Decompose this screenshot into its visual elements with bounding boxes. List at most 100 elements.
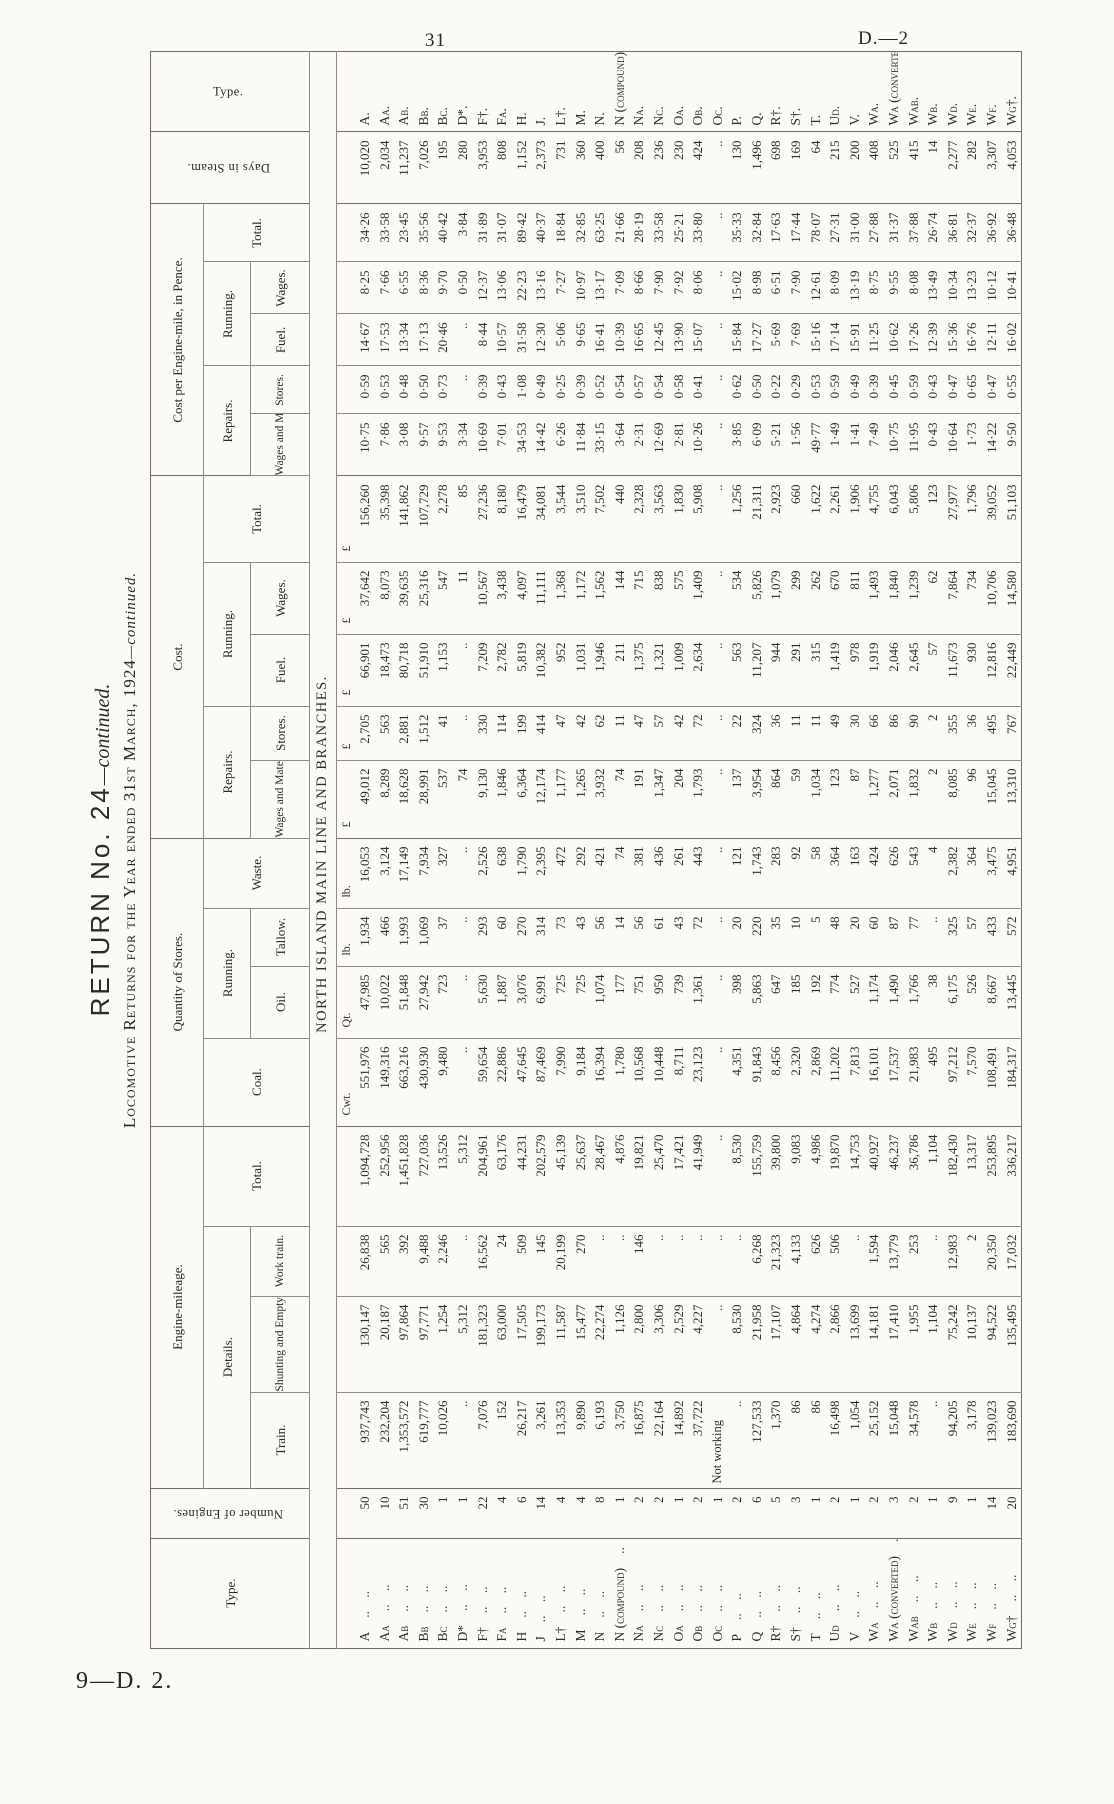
cell-pence-wages: 7·27 — [550, 261, 571, 314]
type-code: F† — [474, 1627, 490, 1642]
header-days-in-steam: Days in Steam. — [150, 131, 310, 204]
cell-engines: 6 — [746, 1488, 767, 1539]
cell-coal: 21,983 — [903, 1038, 924, 1127]
cell-pence-total: 40·37 — [531, 203, 551, 262]
cell-work-train: .. — [707, 1226, 728, 1297]
cell-total-mileage: 44,231 — [511, 1126, 532, 1227]
cell-pence-wages-material: 3·34 — [452, 413, 473, 476]
cell-shunting-empty: 181,323 — [472, 1296, 493, 1393]
cell-type: P .. .. — [727, 1538, 747, 1648]
cell-tallow: 293 — [472, 908, 493, 967]
cell-fuel: 1,321 — [648, 634, 669, 707]
return-title-main: RETURN No. 24 — [85, 785, 115, 1017]
cell-fuel: 1,031 — [570, 634, 591, 707]
cell-pence-wages-material: 3·08 — [394, 413, 414, 476]
cell-total-cost: 123 — [923, 475, 943, 563]
cell-wages: 7,864 — [942, 562, 963, 635]
table-row: Ab .. .. 51 1,353,572 97,864 392 1,451,828 663,… — [394, 51, 414, 1648]
cell-pence-wages: 10·12 — [982, 261, 1002, 314]
type-code: P — [729, 1634, 745, 1642]
cell-train: 13,353 — [550, 1392, 571, 1489]
cell-type-right: Ab. — [394, 51, 414, 132]
cell-fuel: 2,634 — [688, 634, 708, 707]
header-oil: Oil. — [250, 966, 310, 1039]
cell-fuel: 1,919 — [864, 634, 885, 707]
cell-type-right: P. — [727, 51, 747, 132]
cell-pence-wages-material: 10·26 — [688, 413, 708, 476]
cell-waste: 364 — [962, 838, 982, 909]
cell-total-mileage: 41,949 — [688, 1126, 708, 1227]
type-code: Na — [631, 1625, 647, 1642]
cell-total-cost: 2,923 — [766, 475, 787, 563]
cell-train: 3,750 — [609, 1392, 630, 1489]
cell-oil: 1,361 — [688, 966, 708, 1039]
cell-train: 3,261 — [531, 1392, 551, 1489]
header-type-right-label: Type. — [213, 84, 244, 99]
cell-repairs-stores: 22 — [727, 706, 747, 761]
cell-pence-wages-material: 10·64 — [942, 413, 963, 476]
cell-pence-fuel: 15·07 — [688, 313, 708, 366]
cell-wages: 734 — [962, 562, 982, 635]
cell-pence-wages: 9·70 — [433, 261, 453, 314]
cell-waste: 283 — [766, 838, 787, 909]
cell-shunting-empty: .. — [707, 1296, 728, 1393]
cell-pence-stores: 0·50 — [746, 365, 767, 414]
cell-type: Wab .. .. — [904, 1538, 924, 1648]
leader-dots: .. .. — [552, 1585, 568, 1613]
cell-pence-fuel: 10·62 — [884, 313, 904, 366]
cell-pence-wages: 8·08 — [903, 261, 924, 314]
cell-tallow: 325 — [942, 908, 963, 967]
cell-days-in-steam: 14 — [923, 131, 943, 204]
cell-waste: 1,790 — [511, 838, 532, 909]
page-number: 31 — [425, 30, 446, 51]
table-row: Nc .. .. 2 22,164 3,306.. 25,470 10,448 950 61 43… — [648, 51, 669, 1648]
cell-waste: 7,934 — [413, 838, 434, 909]
cell-total-mileage: 13,526 — [433, 1126, 453, 1227]
cell-days-in-steam: 208 — [629, 131, 649, 204]
cell-shunting-empty: 97,771 — [413, 1296, 434, 1393]
cell-pence-total: 3·84 — [452, 203, 473, 262]
cell-work-train: 270 — [570, 1226, 591, 1297]
cell-type-right: We. — [962, 51, 982, 132]
cell-total-mileage: 45,139 — [550, 1126, 571, 1227]
table-row: N.. .. 8 6,193 22,274.. 28,467 16,394 1,074 56 4… — [590, 51, 610, 1648]
cell-type: R† .. .. — [766, 1538, 786, 1648]
cell-repairs-stores: 62 — [590, 706, 610, 761]
cell-coal: 9,184 — [570, 1038, 591, 1127]
cell-train: 14,892 — [668, 1392, 689, 1489]
cell-tallow: .. — [452, 908, 473, 967]
unit-shunting-empty — [336, 1296, 355, 1393]
cell-type-right: Wab. — [903, 51, 924, 132]
cell-waste: 292 — [570, 838, 591, 909]
type-code: Ud — [827, 1625, 843, 1642]
cell-days-in-steam: 2,277 — [942, 131, 963, 204]
cell-pence-fuel: 10·57 — [492, 313, 512, 366]
cell-pence-total: 31·07 — [492, 203, 512, 262]
cell-pence-stores: 0·53 — [805, 365, 826, 414]
cell-shunting-empty: 8,530 — [727, 1296, 747, 1393]
header-type-left: Type. — [150, 1538, 310, 1649]
cell-fuel: .. — [707, 634, 728, 707]
cell-type: J .. .. — [531, 1538, 551, 1648]
cell-pence-total: 21·66 — [609, 203, 630, 262]
cell-days-in-steam: 64 — [805, 131, 826, 204]
cell-pence-wages: 13·49 — [923, 261, 943, 314]
cell-wages: 11 — [452, 562, 473, 635]
cell-type-right: Ob. — [688, 51, 708, 132]
cell-train: 619,777 — [413, 1392, 434, 1489]
cell-repairs-stores: .. — [707, 706, 728, 761]
cell-total-cost: 660 — [786, 475, 806, 563]
cell-pence-wages: 8·66 — [629, 261, 649, 314]
cell-total-cost: 35,398 — [374, 475, 395, 563]
cell-tallow: 56 — [629, 908, 649, 967]
cell-pence-wages-material: 7·01 — [492, 413, 512, 476]
locomotive-returns-table: Type. Number of Engines. Engine-mileage.… — [150, 51, 1023, 1649]
cell-days-in-steam: 7,026 — [413, 131, 434, 204]
cell-coal: 17,537 — [884, 1038, 904, 1127]
cell-total-mileage: 202,579 — [531, 1126, 551, 1227]
cell-repairs-wages-material: 8,289 — [374, 760, 395, 839]
cell-waste: 626 — [884, 838, 904, 909]
cell-pence-total: 18·84 — [550, 203, 571, 262]
cell-pence-total: 25·21 — [668, 203, 689, 262]
cell-repairs-wages-material: 1,277 — [864, 760, 885, 839]
